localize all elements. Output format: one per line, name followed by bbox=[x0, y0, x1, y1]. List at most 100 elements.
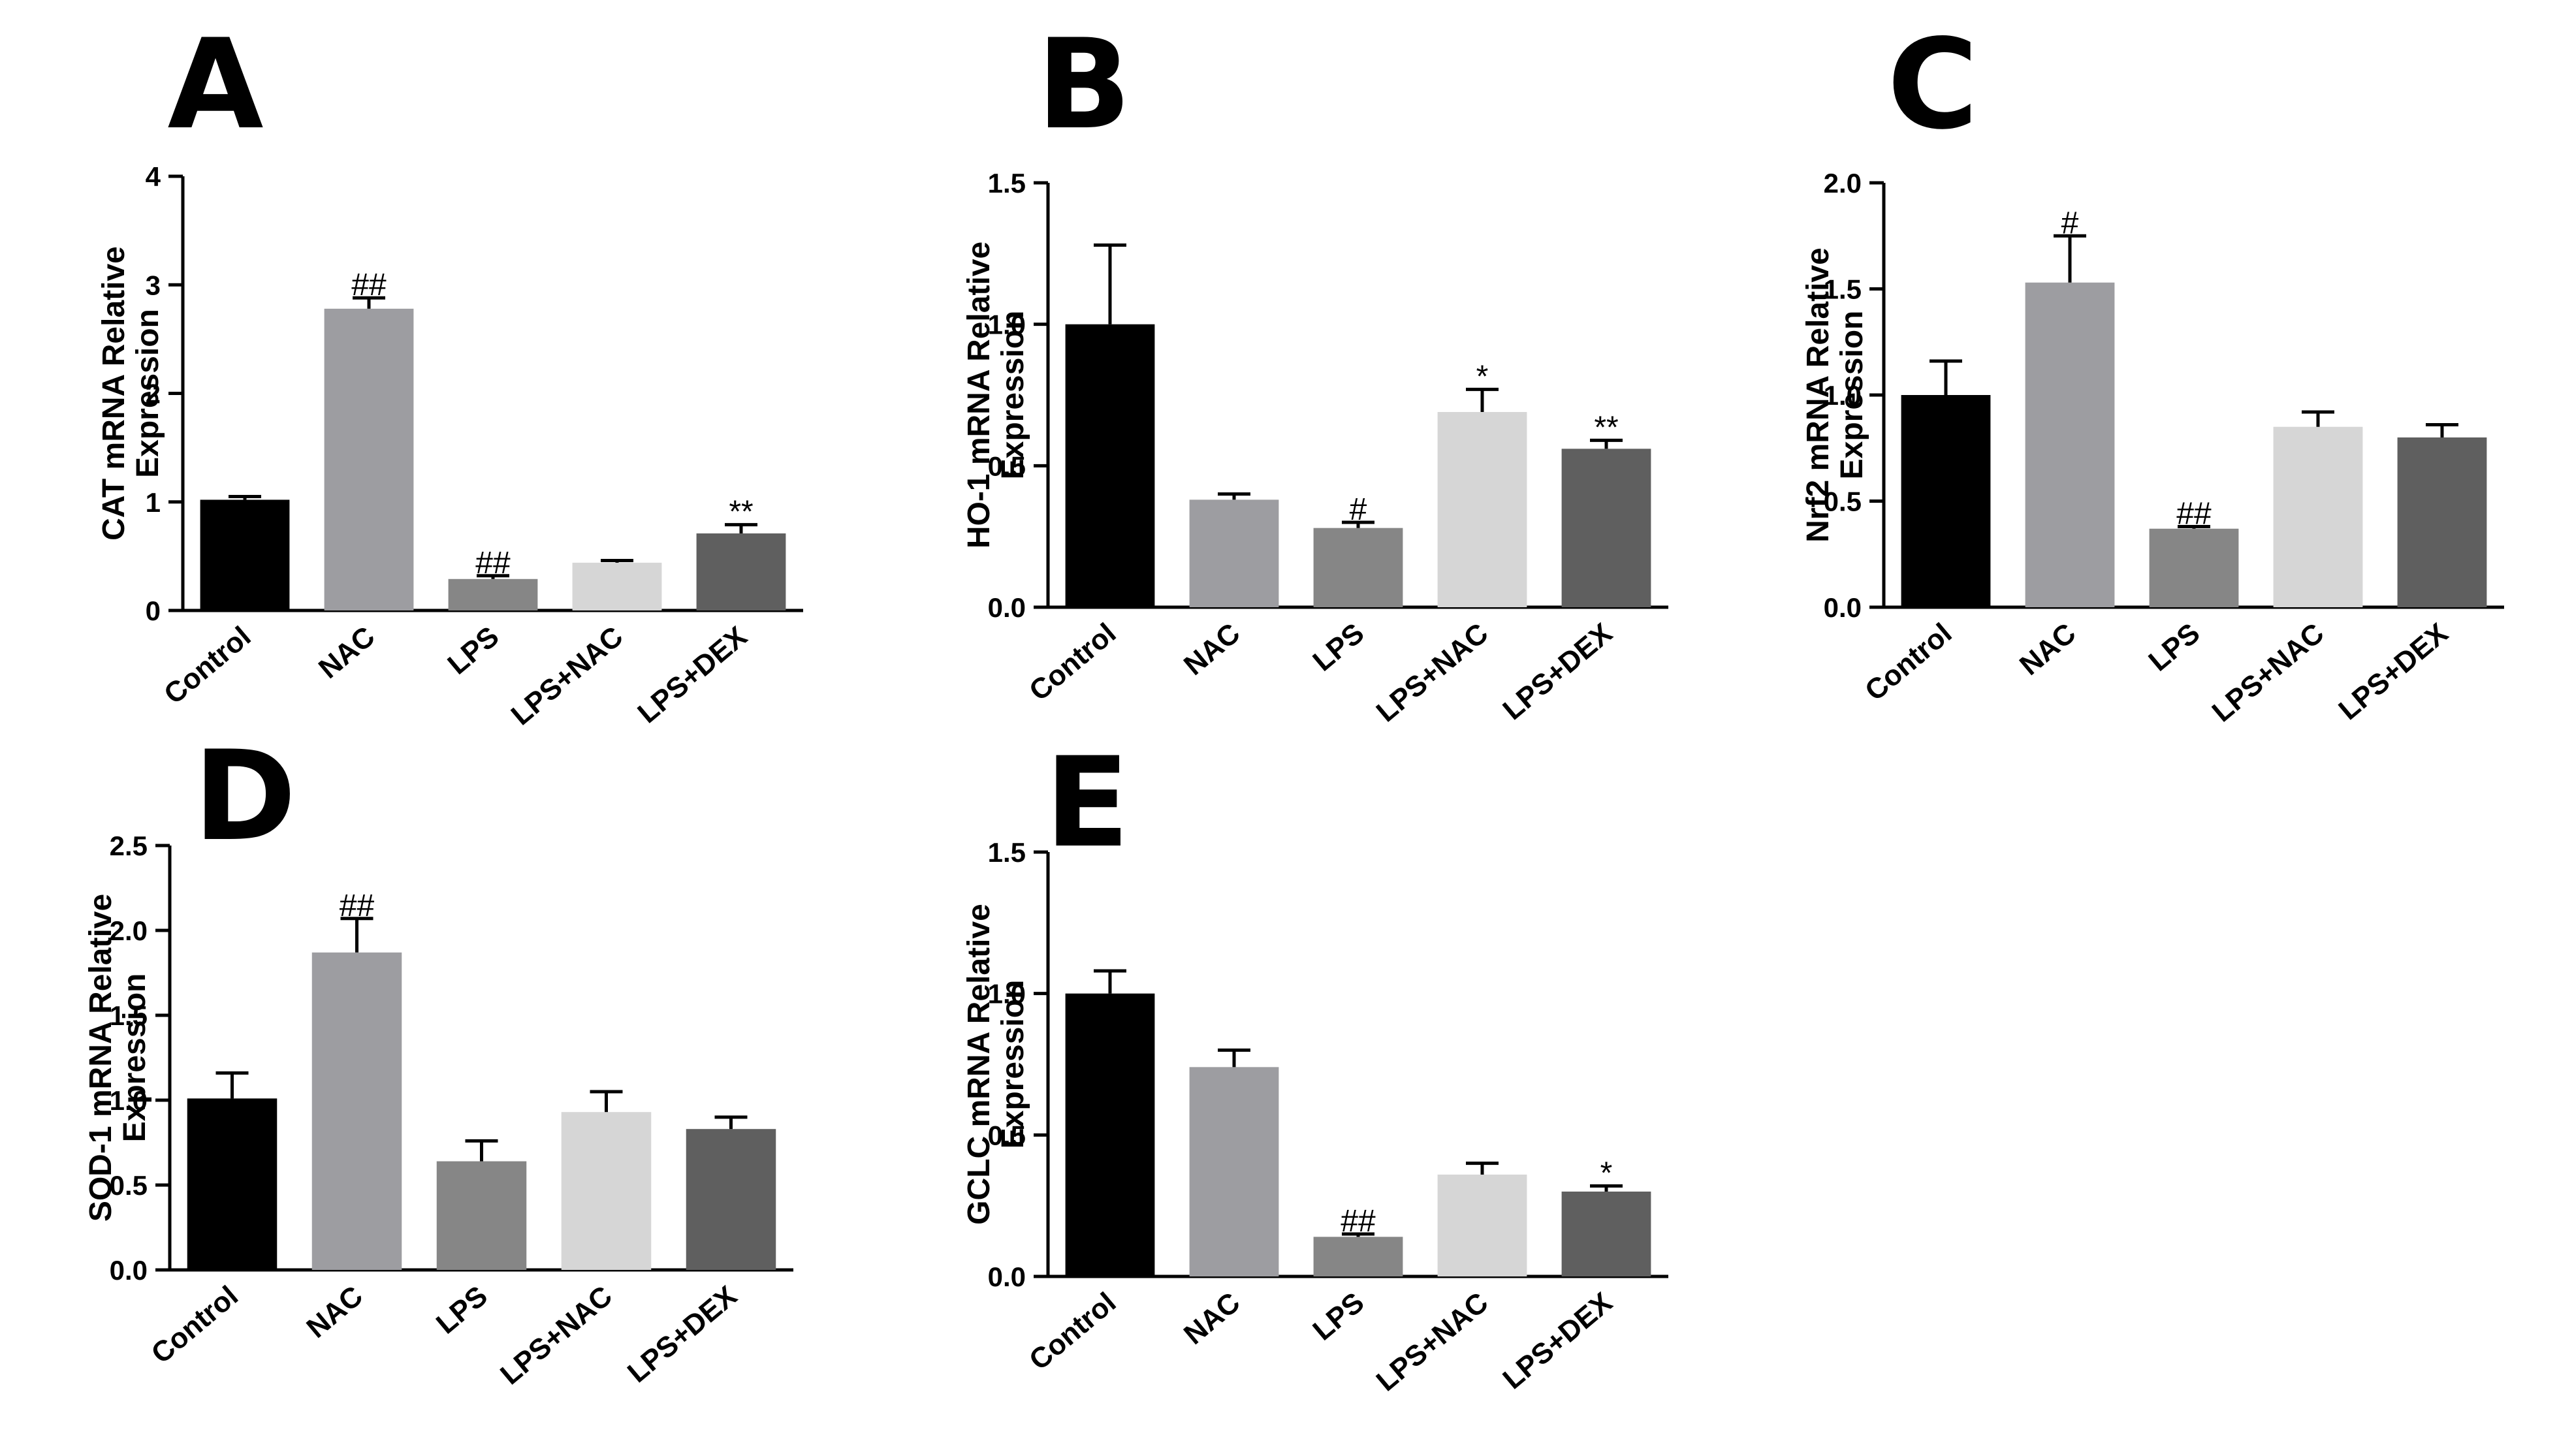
significance-label: # bbox=[2061, 206, 2079, 240]
x-tick-label: LPS+NAC bbox=[2206, 617, 2330, 728]
y-tick-label: 1.0 bbox=[988, 309, 1026, 340]
y-tick-label: 1.0 bbox=[110, 1085, 148, 1116]
x-tick-label: LPS bbox=[430, 1280, 494, 1340]
y-axis-title: SOD-1 mRNA RelativeExpression bbox=[84, 894, 152, 1222]
y-tick-label: 0 bbox=[146, 595, 161, 626]
x-tick-label: LPS+NAC bbox=[505, 620, 629, 731]
y-axis-title: GCLC mRNA RelativeExpression bbox=[962, 904, 1030, 1225]
y-tick-label: 0.0 bbox=[1824, 592, 1862, 623]
bar-lps bbox=[1313, 1237, 1403, 1276]
y-axis-title-line: HO-1 mRNA Relative bbox=[962, 242, 996, 548]
y-tick-label: 0.0 bbox=[988, 1261, 1026, 1292]
y-tick-label: 0.5 bbox=[988, 451, 1026, 481]
bar-nac bbox=[1189, 1067, 1279, 1276]
x-tick-label: LPS bbox=[1307, 1286, 1370, 1347]
x-tick-label: Control bbox=[158, 620, 257, 710]
bar-lps bbox=[2149, 528, 2239, 607]
y-tick-label: 3 bbox=[146, 270, 161, 300]
bar-lps-nac bbox=[561, 1112, 652, 1270]
bar-lps-dex bbox=[686, 1129, 776, 1270]
panel-D: D SOD-1 mRNA RelativeExpression 0.0 0.5 1.0 1… bbox=[84, 724, 793, 1391]
x-tick-label: LPS+DEX bbox=[1497, 1286, 1618, 1395]
y-tick-label: 2 bbox=[146, 379, 161, 409]
y-tick-label: 1.0 bbox=[1824, 380, 1862, 411]
y-tick-label: 0.0 bbox=[110, 1255, 148, 1286]
bar-control bbox=[1065, 993, 1155, 1276]
panel-letter: B bbox=[1037, 12, 1132, 157]
y-tick-label: 1.5 bbox=[110, 1000, 148, 1031]
significance-label: ** bbox=[1594, 410, 1618, 445]
bar-control bbox=[1065, 324, 1155, 607]
significance-label: ** bbox=[729, 495, 753, 530]
x-tick-label: LPS+NAC bbox=[1371, 1286, 1495, 1397]
bar-lps-dex bbox=[1561, 449, 1651, 607]
bar-nac bbox=[324, 308, 414, 610]
significance-label: ## bbox=[475, 546, 511, 580]
bar-nac bbox=[2025, 282, 2115, 607]
x-tick-label: Control bbox=[1023, 1286, 1122, 1376]
x-tick-label: NAC bbox=[2014, 617, 2082, 682]
panel-C: C Nrf2 mRNA RelativeExpression 0.0 0.5 1.0 1.… bbox=[1801, 12, 2504, 728]
significance-label: # bbox=[1350, 492, 1367, 527]
y-axis-title: Nrf2 mRNA RelativeExpression bbox=[1801, 247, 1869, 543]
x-tick-label: LPS+DEX bbox=[1497, 617, 1618, 726]
bar-lps-dex bbox=[696, 533, 786, 610]
y-axis-title-line: Expression bbox=[118, 973, 152, 1143]
bar-lps-dex bbox=[2397, 437, 2487, 607]
x-tick-label: LPS+NAC bbox=[1371, 617, 1495, 728]
x-tick-label: NAC bbox=[1178, 617, 1247, 682]
y-axis-title-line: Nrf2 mRNA Relative bbox=[1801, 247, 1835, 543]
x-tick-label: Control bbox=[1023, 617, 1122, 707]
bar-control bbox=[1901, 395, 1991, 607]
significance-label: ## bbox=[1341, 1204, 1376, 1239]
y-axis-title-line: Expression bbox=[131, 309, 165, 478]
x-tick-label: NAC bbox=[313, 620, 381, 685]
x-tick-label: LPS+DEX bbox=[2332, 617, 2454, 726]
y-tick-label: 1.5 bbox=[988, 168, 1026, 198]
x-tick-label: LPS bbox=[441, 620, 505, 681]
x-tick-label: Control bbox=[1859, 617, 1958, 707]
y-tick-label: 2.0 bbox=[1824, 168, 1862, 198]
y-tick-label: 2.0 bbox=[110, 915, 148, 946]
panel-letter: A bbox=[167, 12, 263, 157]
y-tick-label: 1 bbox=[146, 487, 161, 518]
y-tick-label: 1.5 bbox=[1824, 274, 1862, 305]
x-tick-label: NAC bbox=[300, 1280, 369, 1344]
bar-lps-dex bbox=[1561, 1192, 1651, 1276]
x-tick-label: LPS bbox=[2142, 617, 2206, 678]
bar-lps bbox=[1313, 528, 1403, 607]
x-tick-label: LPS+DEX bbox=[631, 620, 753, 729]
y-axis-title-line: GCLC mRNA Relative bbox=[962, 904, 996, 1225]
panel-letter: C bbox=[1887, 12, 1978, 157]
significance-label: * bbox=[1600, 1156, 1613, 1190]
panel-B: B HO-1 mRNA RelativeExpression 0.0 0.5 1.0 1.… bbox=[962, 12, 1668, 728]
significance-label: * bbox=[1476, 359, 1489, 394]
y-axis-title: HO-1 mRNA RelativeExpression bbox=[962, 242, 1030, 548]
x-tick-label: Control bbox=[146, 1280, 244, 1370]
x-tick-label: LPS+DEX bbox=[622, 1280, 743, 1389]
y-axis-title-line: Expression bbox=[996, 311, 1030, 480]
bar-lps-nac bbox=[2273, 426, 2363, 607]
x-tick-label: LPS bbox=[1307, 617, 1370, 678]
panel-letter: E bbox=[1045, 731, 1130, 875]
x-tick-label: NAC bbox=[1178, 1286, 1247, 1351]
y-tick-label: 0.5 bbox=[110, 1170, 148, 1201]
significance-label: ## bbox=[340, 889, 375, 923]
y-tick-label: 4 bbox=[146, 161, 161, 192]
y-tick-label: 0.5 bbox=[988, 1120, 1026, 1150]
x-tick-label: LPS+NAC bbox=[494, 1280, 618, 1391]
bar-lps bbox=[436, 1161, 527, 1270]
panel-letter: D bbox=[193, 724, 296, 868]
bar-lps-nac bbox=[1437, 412, 1527, 607]
bar-nac bbox=[1189, 499, 1279, 607]
y-axis-title-line: Expression bbox=[996, 980, 1030, 1149]
y-axis-title-line: CAT mRNA Relative bbox=[97, 246, 131, 541]
y-tick-label: 0.0 bbox=[988, 592, 1026, 623]
y-tick-label: 1.0 bbox=[988, 979, 1026, 1009]
bar-nac bbox=[311, 952, 402, 1270]
y-axis-title: CAT mRNA RelativeExpression bbox=[97, 246, 165, 541]
bar-control bbox=[200, 499, 290, 610]
bar-control bbox=[187, 1098, 278, 1270]
